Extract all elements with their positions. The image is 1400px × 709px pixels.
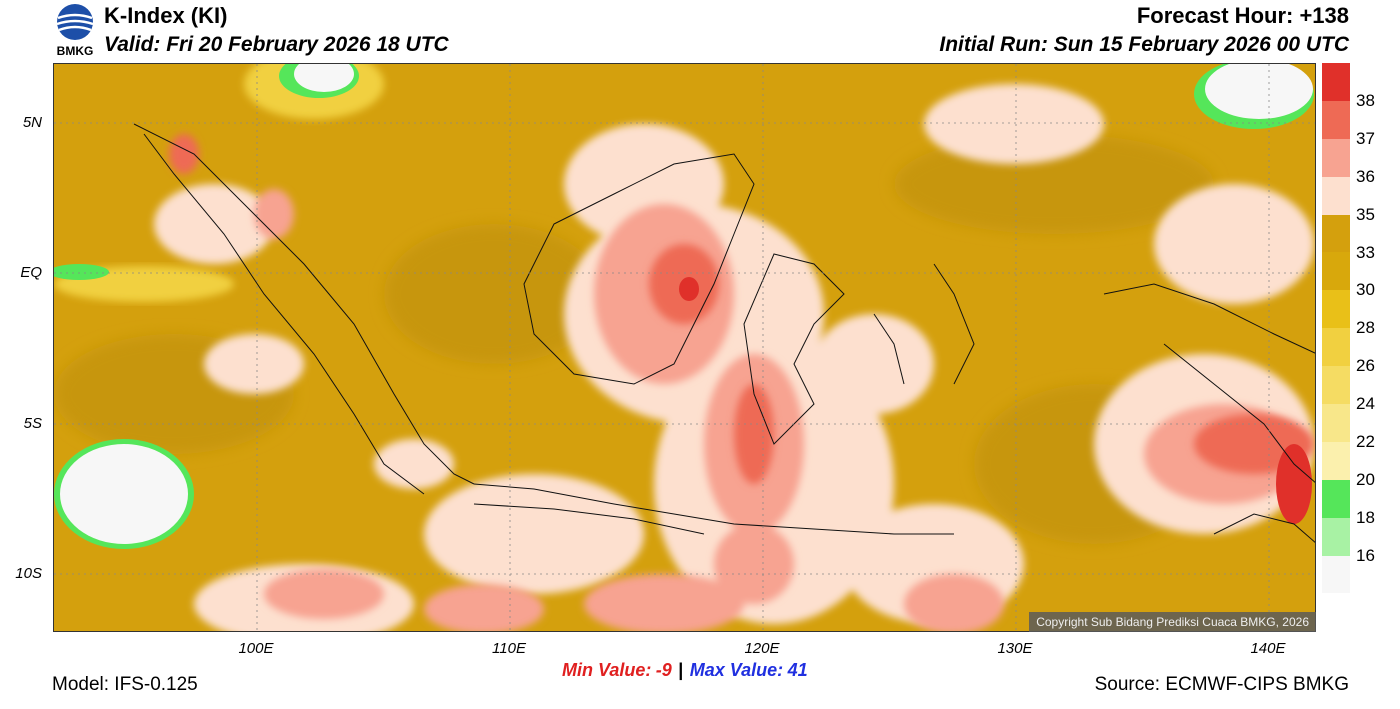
copyright-note: Copyright Sub Bidang Prediksi Cuaca BMKG… <box>1029 612 1316 632</box>
colorbar-cell <box>1322 290 1350 329</box>
lat-label-5n: 5N <box>22 114 42 131</box>
map-canvas <box>53 63 1316 632</box>
colorbar-cell <box>1322 214 1350 253</box>
k-index-map: Copyright Sub Bidang Prediksi Cuaca BMKG… <box>53 63 1316 632</box>
field-38plus <box>679 277 1312 524</box>
colorbar-label: 16 <box>1356 545 1375 565</box>
colorbar-cell <box>1322 404 1350 442</box>
coastlines <box>133 123 1315 543</box>
colorbar-label: 18 <box>1356 507 1375 527</box>
colorbar-cell <box>1322 138 1350 177</box>
colorbar-cell <box>1322 517 1350 556</box>
colorbar-cell <box>1322 441 1350 480</box>
lat-label-5s: 5S <box>23 415 42 432</box>
forecast-hour: Forecast Hour: +138 <box>1136 3 1349 28</box>
colorbar-label: 38 <box>1356 90 1375 110</box>
chart-title: K-Index (KI) <box>104 3 228 28</box>
colorbar-label: 24 <box>1356 394 1375 414</box>
colorbar-label: 26 <box>1356 356 1375 376</box>
lon-label-130e: 130E <box>997 640 1033 657</box>
colorbar-cell <box>1322 100 1350 139</box>
colorbar-cell <box>1322 176 1350 215</box>
initial-run: Initial Run: Sun 15 February 2026 00 UTC <box>939 33 1349 56</box>
colorbar-label: 35 <box>1356 204 1375 224</box>
max-value: 41 <box>787 660 808 680</box>
colorbar-cell <box>1322 555 1350 594</box>
lon-label-110e: 110E <box>492 640 526 657</box>
valid-time: Valid: Fri 20 February 2026 18 UTC <box>104 33 449 56</box>
colorbar-cell <box>1322 328 1350 367</box>
lat-label-10s: 10S <box>15 565 42 582</box>
source-info: Source: ECMWF-CIPS BMKG <box>1094 674 1349 695</box>
colorbar-cell <box>1322 63 1350 101</box>
min-value-label: Min Value: <box>562 660 652 680</box>
max-value-label: Max Value: <box>689 660 784 680</box>
stats-separator: | <box>678 660 684 680</box>
colorbar-label: 37 <box>1356 128 1375 148</box>
colorbar-label: 22 <box>1356 432 1375 451</box>
logo-text: BMKG <box>56 44 94 58</box>
colorbar-label: 28 <box>1356 318 1375 338</box>
colorbar-label: 20 <box>1356 469 1375 489</box>
colorbar-cell <box>1322 366 1350 405</box>
lon-label-120e: 120E <box>744 640 780 657</box>
colorbar-label: 36 <box>1356 166 1375 186</box>
lon-label-100e: 100E <box>238 640 274 657</box>
bmkg-logo: BMKG <box>52 2 98 60</box>
low-ki-areas <box>54 64 1314 549</box>
colorbar-cell <box>1322 479 1350 518</box>
gridlines <box>54 64 1315 631</box>
model-info: Model: IFS-0.125 <box>52 674 198 695</box>
bmkg-logo-icon <box>56 4 94 40</box>
colorbar-label: 30 <box>1356 280 1375 300</box>
min-value: -9 <box>655 660 672 680</box>
lon-label-140e: 140E <box>1250 640 1286 657</box>
colorbar-label: 33 <box>1356 242 1375 262</box>
colorbar <box>1322 63 1350 594</box>
colorbar-cell <box>1322 252 1350 291</box>
min-max-values: Min Value: -9 | Max Value: 41 <box>562 660 808 681</box>
lat-label-eq: EQ <box>20 264 42 281</box>
